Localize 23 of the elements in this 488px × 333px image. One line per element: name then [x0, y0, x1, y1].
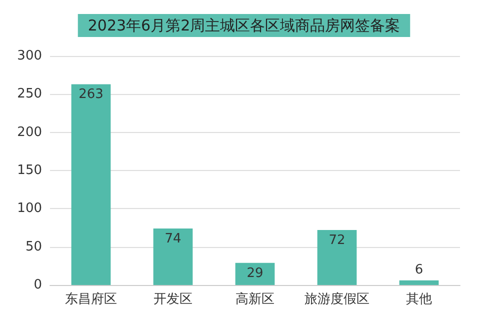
- y-tick-label: 200: [17, 124, 42, 140]
- y-tick-label: 150: [17, 163, 42, 178]
- data-label: 263: [78, 87, 104, 102]
- bar: [235, 262, 275, 285]
- x-tick-label: 开发区: [154, 292, 192, 307]
- x-tick-label: 高新区: [236, 291, 274, 307]
- x-tick-label: 东昌府区: [65, 291, 117, 307]
- y-tick-label: 250: [17, 86, 42, 102]
- y-tick-label: 50: [25, 239, 42, 254]
- y-tick-label: 0: [34, 278, 42, 292]
- bar: [399, 280, 439, 285]
- x-tick-label: 其他: [406, 292, 432, 307]
- bar: [71, 84, 111, 285]
- data-label: 72: [328, 233, 346, 248]
- data-label: 29: [246, 266, 264, 281]
- x-tick-label: 旅游度假区: [304, 291, 370, 307]
- bar: [317, 230, 357, 285]
- chart-title: 2023年6月第2周主城区各区域商品房网签备案: [88, 16, 400, 34]
- y-tick-label: 100: [17, 201, 42, 216]
- bar: [153, 228, 193, 285]
- data-label: 6: [414, 262, 424, 278]
- data-label: 74: [164, 232, 182, 247]
- y-tick-label: 300: [17, 48, 42, 64]
